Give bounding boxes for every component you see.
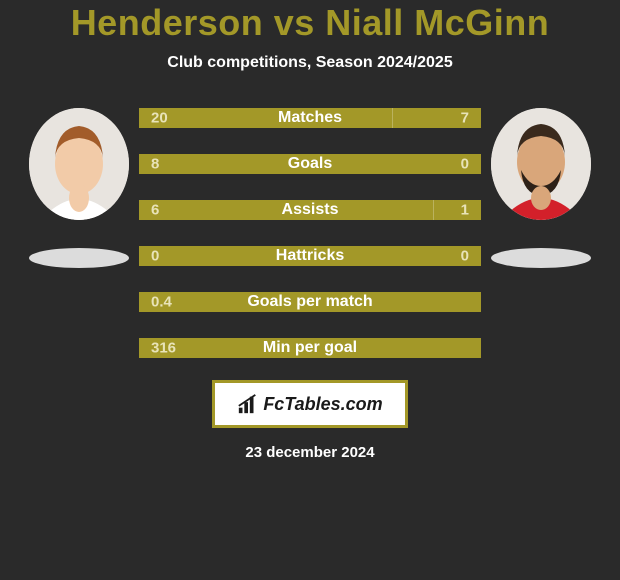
stat-row: 8 0 Goals (139, 154, 481, 174)
stat-right-value: 7 (461, 110, 469, 127)
subtitle: Club competitions, Season 2024/2025 (167, 54, 452, 72)
stat-row: 0 0 Hattricks (139, 246, 481, 266)
stat-left-value: 0.4 (151, 294, 172, 311)
stat-label: Matches (278, 109, 342, 127)
stat-label: Hattricks (276, 247, 344, 265)
stat-row: 0.4 Goals per match (139, 292, 481, 312)
stat-bar-right (433, 200, 481, 220)
player-left-column (19, 108, 139, 268)
stat-row: 6 1 Assists (139, 200, 481, 220)
comparison-body: 20 7 Matches 8 0 Goals 6 1 Assists 0 0 Hattricks 0.4… (0, 108, 620, 358)
page-title: Henderson vs Niall McGinn (71, 2, 550, 44)
stats-column: 20 7 Matches 8 0 Goals 6 1 Assists 0 0 Hattricks 0.4… (139, 108, 481, 358)
player-right-shadow (491, 248, 591, 268)
player-right-column (481, 108, 601, 268)
stat-right-value: 1 (461, 202, 469, 219)
brand-badge: FcTables.com (212, 380, 408, 428)
comparison-card: Henderson vs Niall McGinn Club competiti… (0, 0, 620, 580)
stat-left-value: 0 (151, 248, 159, 265)
avatar-left-graphic (29, 108, 129, 220)
player-right-avatar (491, 108, 591, 220)
player-left-shadow (29, 248, 129, 268)
player-left-avatar (29, 108, 129, 220)
stat-left-value: 8 (151, 156, 159, 173)
stat-label: Goals per match (247, 293, 372, 311)
stat-right-value: 0 (461, 248, 469, 265)
stat-label: Min per goal (263, 339, 357, 357)
date-text: 23 december 2024 (245, 444, 374, 461)
stat-left-value: 20 (151, 110, 168, 127)
stat-label: Assists (282, 201, 339, 219)
stat-row: 316 Min per goal (139, 338, 481, 358)
brand-text: FcTables.com (263, 394, 382, 415)
stat-row: 20 7 Matches (139, 108, 481, 128)
avatar-right-graphic (491, 108, 591, 220)
brand-logo-icon (237, 393, 259, 415)
stat-label: Goals (288, 155, 332, 173)
stat-left-value: 316 (151, 340, 176, 357)
stat-bar-left (139, 108, 392, 128)
stat-left-value: 6 (151, 202, 159, 219)
stat-right-value: 0 (461, 156, 469, 173)
